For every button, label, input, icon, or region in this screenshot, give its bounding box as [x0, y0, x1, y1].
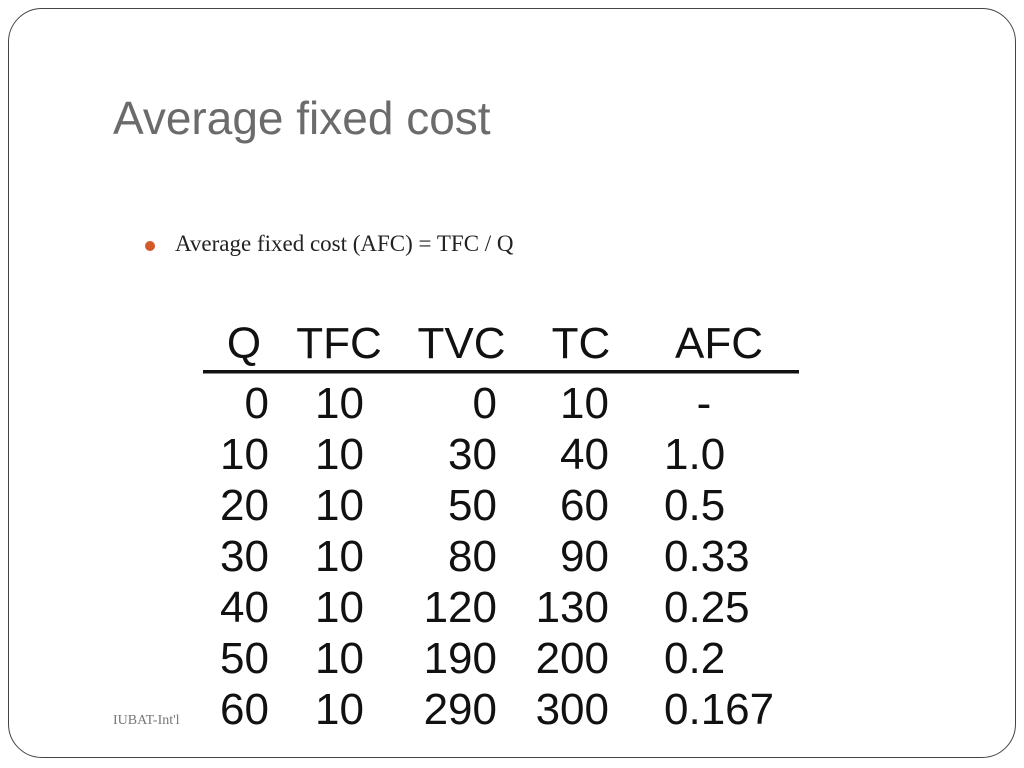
slide-footer: IUBAT-Int'l: [113, 713, 180, 728]
table-cell-tvc: 290: [423, 685, 497, 734]
table-cell-tvc: 120: [423, 583, 497, 632]
table-cell-tc: 90: [560, 532, 609, 581]
table-cell-tc: 60: [560, 481, 609, 530]
table-cell-tfc: 10: [315, 685, 364, 734]
table-cell-tvc: 80: [448, 532, 497, 581]
cost-table: Q TFC TVC TC AFC 0 10 0 10 - 10 10 30 40…: [199, 319, 799, 739]
table-cell-tc: 300: [535, 685, 609, 734]
table-header-tvc: TVC: [417, 319, 506, 368]
table-cell-tvc: 50: [448, 481, 497, 530]
table-row: 60 10 290 300 0.167: [199, 685, 799, 735]
table-header-tfc: TFC: [296, 319, 382, 368]
slide: Average fixed cost Average fixed cost (A…: [8, 8, 1016, 758]
table-cell-tvc: 190: [423, 634, 497, 683]
table-header-row: Q TFC TVC TC AFC: [199, 319, 799, 369]
table-cell-q: 10: [220, 430, 269, 479]
table-row: 20 10 50 60 0.5: [199, 481, 799, 531]
table-cell-afc: 0.25: [664, 583, 750, 632]
table-cell-tfc: 10: [315, 481, 364, 530]
bullet-text: Average fixed cost (AFC) = TFC / Q: [175, 231, 514, 256]
table-header-q: Q: [226, 319, 262, 368]
table-cell-afc: 0.167: [664, 685, 775, 734]
slide-title: Average fixed cost: [113, 92, 491, 144]
table-cell-tc: 200: [535, 634, 609, 683]
table-cell-afc: 0.2: [664, 634, 726, 683]
table-cell-tfc: 10: [315, 532, 364, 581]
table-header-afc: AFC: [675, 319, 763, 368]
table-header-rule: [203, 370, 799, 374]
table-cell-q: 30: [220, 532, 269, 581]
table-cell-tc: 10: [560, 379, 609, 428]
table-cell-tfc: 10: [315, 379, 364, 428]
table-cell-afc: 0.33: [664, 532, 750, 581]
table-cell-q: 0: [244, 379, 269, 428]
bullet-dot-icon: [145, 241, 155, 251]
table-header-tc: TC: [551, 319, 611, 368]
table-row: 40 10 120 130 0.25: [199, 583, 799, 633]
table-cell-afc: -: [696, 379, 712, 428]
table-cell-tc: 40: [560, 430, 609, 479]
table-cell-tvc: 30: [448, 430, 497, 479]
table-row: 50 10 190 200 0.2: [199, 634, 799, 684]
table-row: 30 10 80 90 0.33: [199, 532, 799, 582]
table-cell-q: 50: [220, 634, 269, 683]
table-cell-q: 20: [220, 481, 269, 530]
table-row: 0 10 0 10 -: [199, 379, 799, 429]
table-cell-tfc: 10: [315, 430, 364, 479]
table-cell-tfc: 10: [315, 634, 364, 683]
table-cell-afc: 0.5: [664, 481, 726, 530]
table-cell-afc: 1.0: [664, 430, 726, 479]
table-row: 10 10 30 40 1.0: [199, 430, 799, 480]
table-cell-q: 60: [220, 685, 269, 734]
table-cell-tvc: 0: [472, 379, 497, 428]
table-cell-tfc: 10: [315, 583, 364, 632]
table-cell-q: 40: [220, 583, 269, 632]
table-cell-tc: 130: [535, 583, 609, 632]
